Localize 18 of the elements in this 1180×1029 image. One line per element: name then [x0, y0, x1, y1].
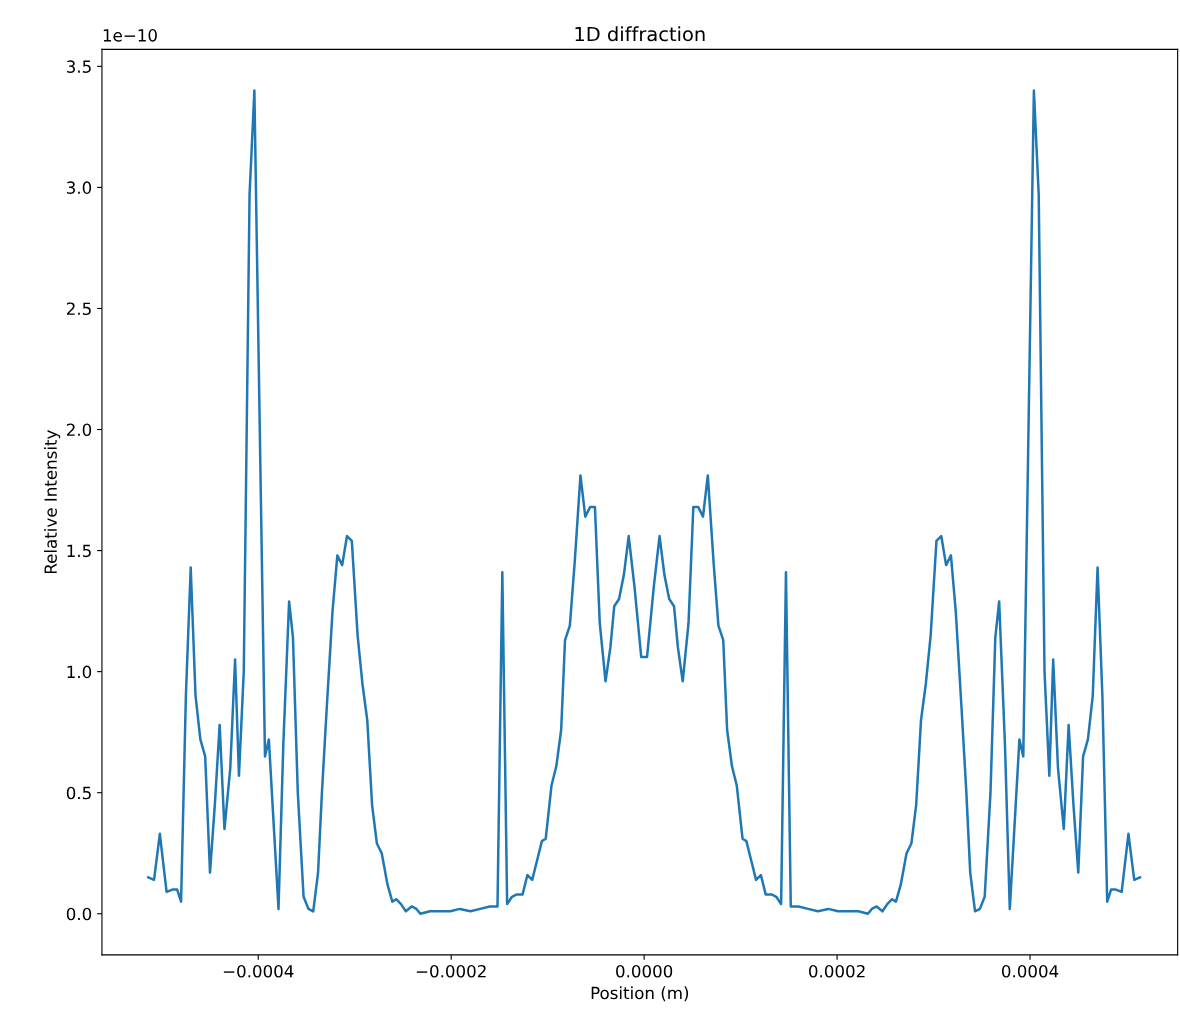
x-tick-label: 0.0004	[1001, 964, 1059, 978]
x-tick-label: 0.0002	[809, 964, 865, 978]
chart-title: 1D diffraction	[575, 26, 705, 42]
y-tick-label: 1.0	[67, 665, 92, 679]
x-tick-label: −0.0004	[223, 964, 294, 978]
line-series	[147, 89, 1142, 915]
y-tick-label: 0.0	[66, 907, 92, 921]
x-axis-title: Position (m)	[591, 986, 689, 1002]
y-tick-label: 2.5	[66, 302, 91, 316]
y-tick-label: 1.5	[67, 544, 91, 558]
x-tick-label: −0.0002	[416, 964, 486, 978]
text: 1e−10	[103, 29, 157, 42]
y-axis-title: Relative Intensity	[44, 430, 61, 574]
y-tick-label: 3.5	[67, 60, 91, 73]
y-tick-label: 0.5	[66, 786, 91, 800]
x-tick-label: 0.0000	[616, 964, 673, 978]
y-tick-label: 3.0	[67, 181, 92, 194]
y-tick-label: 2.0	[66, 423, 92, 437]
